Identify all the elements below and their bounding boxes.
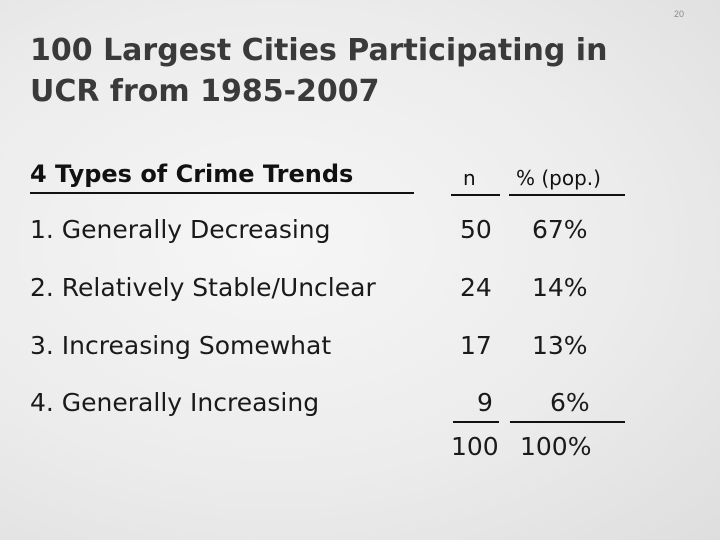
- header-trend-types-underline: [30, 192, 414, 194]
- row-2-label: 2. Relatively Stable/Unclear: [30, 273, 376, 302]
- row-4-n-underline: [453, 421, 499, 423]
- row-2-n: 24: [460, 273, 492, 302]
- row-1-n: 50: [460, 215, 492, 244]
- header-pct-pop: % (pop.): [516, 166, 601, 190]
- total-n: 100: [451, 432, 499, 461]
- slide-title: 100 Largest Cities Participating in UCR …: [30, 30, 690, 112]
- row-1-label: 1. Generally Decreasing: [30, 215, 331, 244]
- page-number: 20: [673, 9, 684, 19]
- row-3-label: 3. Increasing Somewhat: [30, 331, 332, 360]
- row-4-label: 4. Generally Increasing: [30, 388, 320, 417]
- header-n: n: [463, 166, 476, 190]
- row-4-pct-underline: [510, 421, 625, 423]
- title-line-2: UCR from 1985-2007: [30, 74, 380, 109]
- title-line-1: 100 Largest Cities Participating in: [30, 33, 608, 68]
- row-4-n: 9: [477, 388, 493, 417]
- row-4-pct: 6%: [550, 388, 590, 417]
- row-1-pct: 67%: [532, 215, 588, 244]
- header-trend-types: 4 Types of Crime Trends: [30, 160, 354, 188]
- total-pct: 100%: [520, 432, 592, 461]
- row-2-pct: 14%: [532, 273, 588, 302]
- header-n-underline: [451, 194, 500, 196]
- row-3-pct: 13%: [532, 331, 588, 360]
- header-pct-underline: [509, 194, 625, 196]
- row-3-n: 17: [460, 331, 492, 360]
